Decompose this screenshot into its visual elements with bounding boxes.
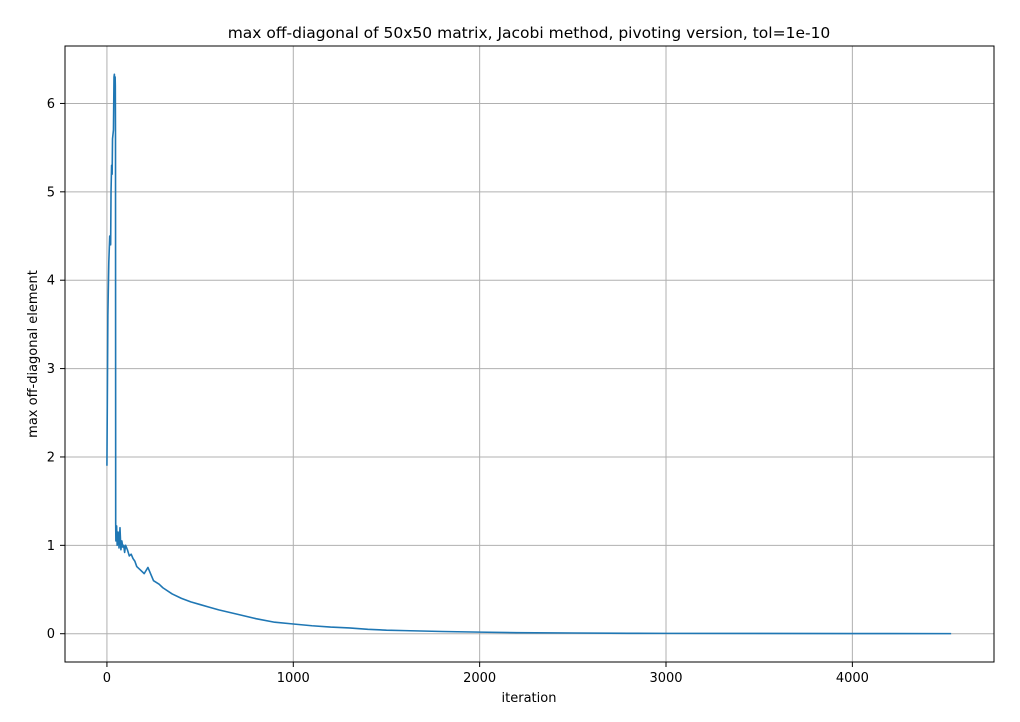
- y-tick-label: 6: [47, 97, 55, 112]
- y-tick-label: 5: [47, 185, 55, 200]
- x-tick-label: 3000: [649, 671, 682, 686]
- y-tick-label: 4: [47, 274, 55, 289]
- y-tick-label: 1: [47, 539, 55, 554]
- plot-frame: [64, 45, 995, 663]
- x-tick-label: 2000: [463, 671, 496, 686]
- x-tick-label: 1000: [277, 671, 310, 686]
- chart-title: max off-diagonal of 50x50 matrix, Jacobi…: [228, 24, 831, 42]
- y-axis-label: max off-diagonal element: [26, 270, 41, 438]
- y-tick-label: 2: [47, 450, 55, 465]
- y-tick-label: 3: [47, 362, 55, 377]
- series-layer: [106, 73, 952, 635]
- y-tick-label: 0: [47, 627, 55, 642]
- x-tick-label: 0: [103, 671, 111, 686]
- y-axis-ticks: 0 1 2 3 4 5 6: [47, 97, 65, 642]
- x-axis-label: iteration: [502, 691, 557, 706]
- grid-lines: [65, 46, 994, 662]
- series-line: [106, 73, 952, 635]
- x-tick-label: 4000: [836, 671, 869, 686]
- x-axis-ticks: 0 1000 2000 3000 4000: [103, 662, 869, 686]
